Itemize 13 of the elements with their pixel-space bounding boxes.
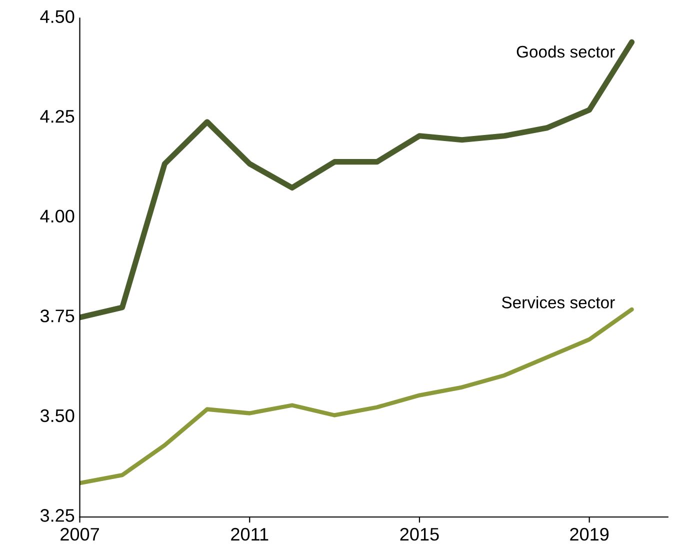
x-tick-label: 2019 (570, 528, 609, 541)
x-tick-label: 2011 (231, 528, 268, 541)
y-tick-label: 3.25 (40, 509, 74, 522)
y-tick-label: 4.25 (40, 110, 74, 123)
y-tick-label: 3.50 (40, 409, 74, 422)
y-tick-label: 4.50 (40, 10, 74, 23)
x-tick-label: 2007 (60, 528, 99, 541)
series-label: Goods sector (516, 45, 615, 58)
x-tick-label: 2015 (400, 528, 439, 541)
line-series (80, 307, 634, 486)
y-tick-label: 3.75 (40, 310, 74, 322)
y-tick-label: 4.00 (40, 210, 74, 223)
series-label: Services sector (502, 296, 615, 308)
